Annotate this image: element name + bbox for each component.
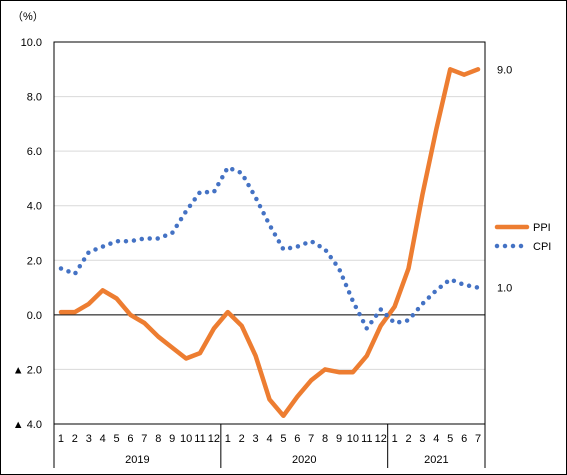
x-tick-label: 7 [475, 433, 481, 445]
plot-area [53, 41, 486, 425]
x-tick-label: 10 [347, 433, 359, 445]
y-tick-label: 8.0 [27, 92, 42, 104]
end-label-cpi: 1.0 [497, 283, 512, 295]
year-label: 2019 [125, 454, 149, 466]
legend: PPI CPI [494, 222, 551, 253]
x-tick-label: 1 [58, 433, 64, 445]
y-tick-label: 6.0 [27, 146, 42, 158]
x-tick-label: 5 [447, 433, 453, 445]
y-tick-label: 4.0 [27, 201, 42, 213]
x-tick-label: 6 [294, 433, 300, 445]
x-tick-label: 8 [322, 433, 328, 445]
x-tick-label: 11 [194, 433, 205, 445]
series-line-ppi [58, 67, 481, 419]
x-tick-label: 5 [280, 433, 286, 445]
x-tick-label: 4 [266, 433, 272, 445]
x-tick-label: 7 [141, 433, 147, 445]
unit-label: （%） [12, 10, 44, 23]
series-layer: 9.0 1.0 [58, 64, 512, 419]
end-label-ppi: 9.0 [497, 64, 512, 76]
x-tick-label: 11 [361, 433, 372, 445]
series-line-cpi [58, 165, 481, 331]
x-tick-label: 1 [392, 433, 398, 445]
x-tick-label: 4 [433, 433, 439, 445]
x-tick-label: 4 [100, 433, 106, 445]
legend-label-ppi: PPI [533, 222, 551, 234]
year-label: 2021 [424, 454, 448, 466]
x-tick-label: 8 [155, 433, 161, 445]
x-tick-label: 5 [114, 433, 120, 445]
x-tick-label: 9 [336, 433, 342, 445]
x-tick-label: 3 [86, 433, 92, 445]
x-tick-label: 6 [127, 433, 133, 445]
year-label: 2020 [292, 454, 316, 466]
y-tick-label: 10.0 [21, 37, 42, 49]
x-tick-label: 3 [419, 433, 425, 445]
x-tick-label: 9 [169, 433, 175, 445]
legend-label-cpi: CPI [533, 241, 551, 253]
x-tick-label: 12 [208, 433, 220, 445]
y-tick-label: 0.0 [27, 310, 42, 322]
x-tick-label: 2 [239, 433, 245, 445]
x-tick-label: 3 [253, 433, 259, 445]
x-tick-label: 1 [225, 433, 231, 445]
y-tick-labels: 10.0 8.0 6.0 4.0 2.0 0.0 ▲ 2.0 ▲ 4.0 [13, 37, 42, 431]
x-tick-label: 6 [461, 433, 467, 445]
x-tick-label: 7 [308, 433, 314, 445]
x-tick-label: 2 [72, 433, 78, 445]
gridlines [54, 96, 485, 370]
x-tick-label: 10 [180, 433, 192, 445]
y-tick-label: ▲ 2.0 [13, 364, 42, 376]
x-tick-label: 2 [405, 433, 411, 445]
x-tick-labels: 1 2 3 4 5 6 7 8 9 10 11 12 1 2 3 4 5 6 7 8 9 10 11 12 1 2 3 4 5 6 7201… [58, 433, 481, 466]
y-tick-label: 2.0 [27, 255, 42, 267]
x-tick-label: 12 [375, 433, 387, 445]
y-tick-label: ▲ 4.0 [13, 419, 42, 431]
